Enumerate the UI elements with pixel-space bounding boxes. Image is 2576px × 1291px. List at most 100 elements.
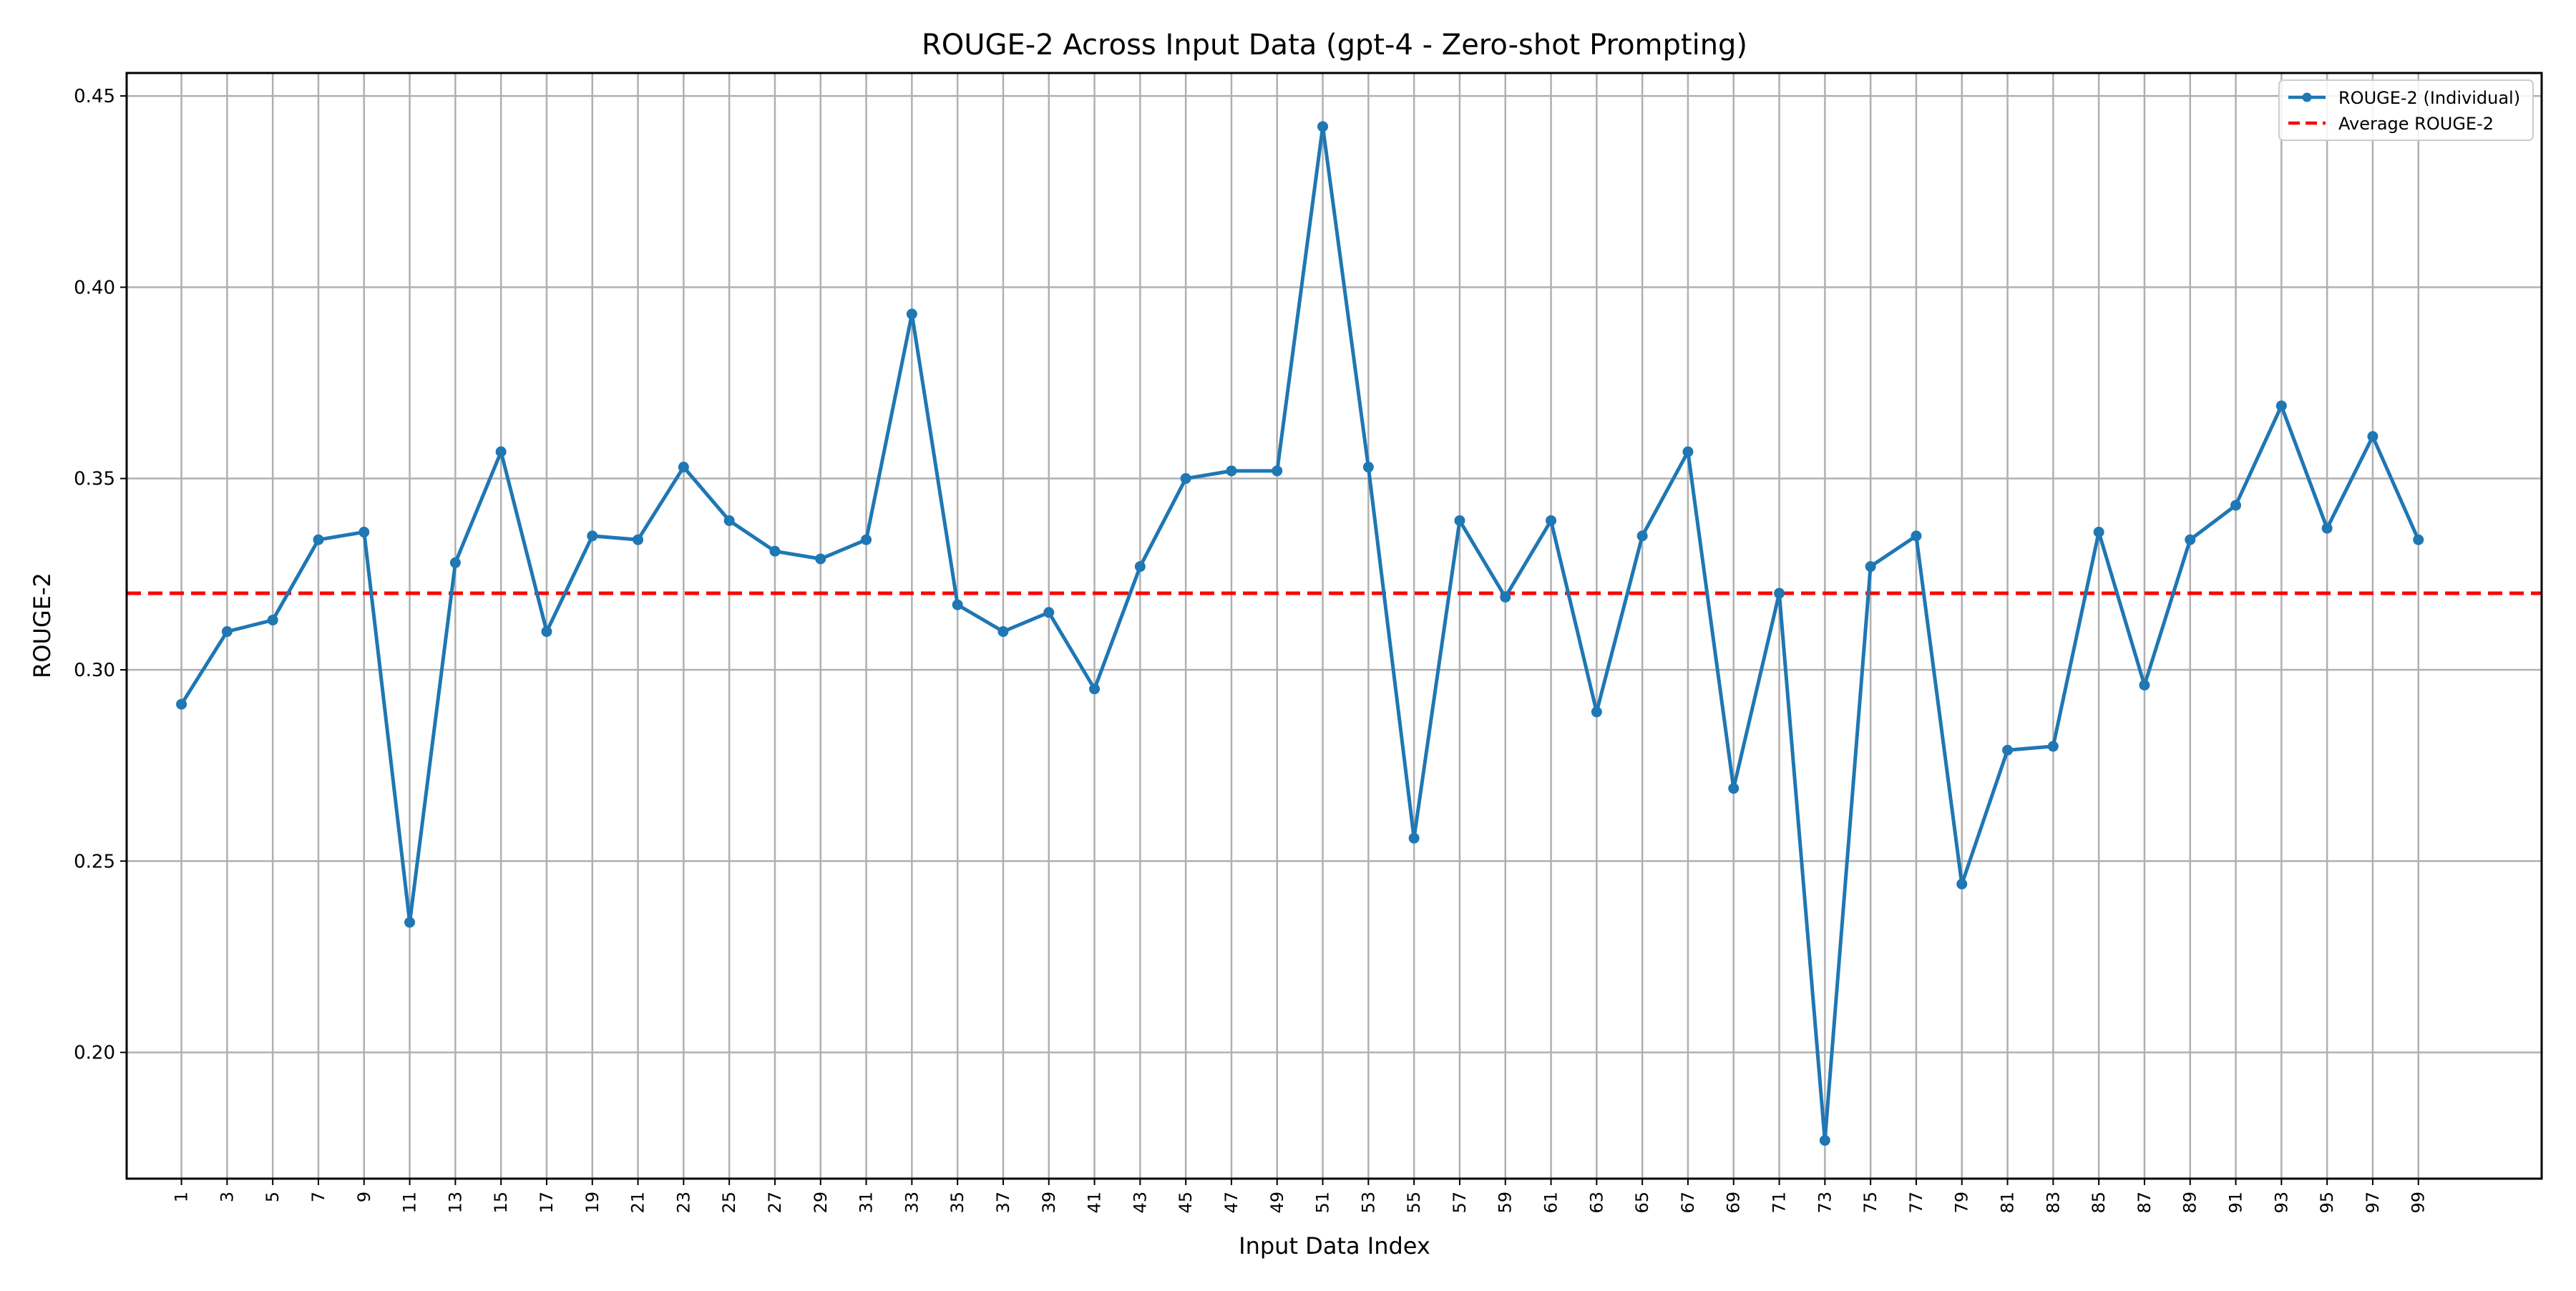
legend-box [2278,79,2534,141]
data-point [495,446,507,457]
data-series [176,121,2424,1146]
data-point [587,530,598,542]
data-point [1454,515,1465,526]
x-tick-label: 15 [491,1192,511,1214]
x-tick-label: 41 [1085,1192,1105,1214]
data-point [1272,465,1283,477]
data-point [906,308,917,320]
data-point [1089,683,1101,695]
data-point [1774,588,1785,599]
x-tick-label: 21 [628,1192,648,1214]
x-tick-label: 17 [537,1192,557,1214]
data-point [1728,783,1740,794]
x-tick-label: 89 [2180,1192,2200,1214]
x-tick-label: 91 [2226,1192,2246,1214]
x-tick-label: 29 [811,1192,831,1214]
y-axis-ticks: 0.20 0.25 0.30 0.35 0.40 0.45 [74,86,127,1064]
x-tick-label: 9 [354,1192,374,1202]
legend-marker-individual [2302,92,2312,102]
data-point [1819,1135,1830,1146]
y-tick-label: 0.45 [74,86,115,107]
legend-label-individual: ROUGE-2 (Individual) [2338,88,2520,108]
data-point [1362,462,1374,473]
x-axis-label: Input Data Index [1239,1232,1430,1260]
legend: ROUGE-2 (Individual) Average ROUGE-2 [2278,79,2534,141]
data-point [541,626,552,638]
x-tick-label: 85 [2089,1192,2109,1214]
x-tick-label: 13 [445,1192,465,1214]
data-point [404,917,416,928]
data-point [1134,561,1146,573]
x-tick-label: 73 [1815,1192,1835,1214]
data-point [221,626,233,638]
data-point [1500,591,1511,603]
x-tick-label: 79 [1952,1192,1972,1214]
x-tick-label: 23 [673,1192,693,1214]
data-point [2139,679,2150,691]
y-tick-label: 0.30 [74,660,115,681]
data-point [2275,400,2287,411]
x-tick-label: 1 [172,1192,192,1202]
data-point [267,614,278,625]
x-tick-label: 77 [1906,1192,1926,1214]
data-point [2002,744,2014,756]
data-point [2321,522,2333,534]
x-tick-label: 47 [1221,1192,1241,1214]
x-tick-label: 31 [857,1192,877,1214]
data-point [952,599,963,610]
grid-lines [127,73,2542,1179]
x-tick-label: 27 [765,1192,785,1214]
x-tick-label: 25 [719,1192,739,1214]
data-point [815,553,826,565]
data-point [1956,878,1968,890]
x-tick-label: 67 [1678,1192,1698,1214]
y-tick-label: 0.40 [74,277,115,298]
data-point [1682,446,1694,457]
x-tick-label: 5 [263,1192,283,1202]
data-point [1546,515,1557,526]
data-point [2413,534,2424,545]
x-tick-label: 87 [2135,1192,2155,1214]
x-tick-label: 63 [1586,1192,1606,1214]
x-tick-label: 81 [1998,1192,2018,1214]
x-tick-label: 33 [902,1192,922,1214]
x-tick-label: 95 [2317,1192,2337,1214]
data-point [1865,561,1876,573]
x-tick-label: 45 [1176,1192,1196,1214]
y-axis-label: ROUGE-2 [29,573,56,678]
x-tick-label: 51 [1313,1192,1333,1214]
x-tick-label: 65 [1632,1192,1652,1214]
data-point [2047,741,2059,752]
x-tick-label: 55 [1404,1192,1424,1214]
y-tick-label: 0.25 [74,851,115,872]
legend-label-average: Average ROUGE-2 [2338,114,2494,134]
x-axis-ticks: 1 3 5 7 9 11 13 15 17 19 21 23 25 27 29 31 33 35 37 39 41 43 4… [172,1179,2429,1214]
x-tick-label: 39 [1039,1192,1059,1214]
data-point [997,626,1009,638]
data-point [2230,500,2242,511]
data-point [1043,607,1055,618]
x-tick-label: 99 [2409,1192,2429,1214]
data-point [769,545,781,557]
data-point [176,698,187,710]
x-tick-label: 97 [2363,1192,2383,1214]
chart-title: ROUGE-2 Across Input Data (gpt-4 - Zero-… [922,29,1747,62]
y-tick-label: 0.35 [74,469,115,490]
x-tick-label: 43 [1130,1192,1150,1214]
data-point [449,557,461,568]
data-point [1636,530,1648,542]
x-tick-label: 53 [1358,1192,1378,1214]
data-point [1226,465,1237,477]
data-point [1180,473,1191,484]
data-point [2093,527,2104,538]
data-point [358,527,370,538]
y-tick-label: 0.20 [74,1043,115,1064]
x-tick-label: 59 [1496,1192,1516,1214]
data-point [633,534,644,545]
data-point [2367,431,2379,442]
data-point [1408,832,1420,844]
x-tick-label: 19 [582,1192,602,1214]
x-tick-label: 71 [1770,1192,1790,1214]
data-point [678,462,689,473]
